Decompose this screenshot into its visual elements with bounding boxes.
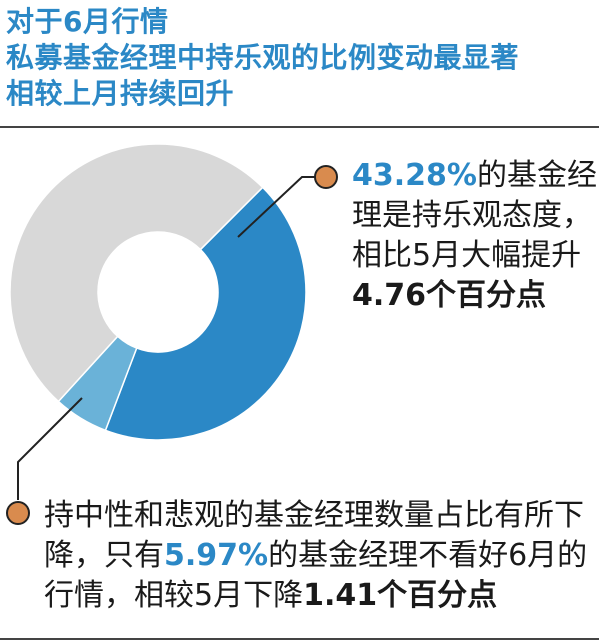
pessimistic-text-2: 的基金经理不看好6月的行情，相较5月下降 [44,538,588,613]
callout-pessimistic: 持中性和悲观的基金经理数量占比有所下降，只有5.97%的基金经理不看好6月的行情… [44,496,594,616]
marker-pessimistic [6,501,30,525]
bottom-divider [0,638,599,640]
callout-optimistic: 43.28%的基金经理是持乐观态度，相比5月大幅提升 4.76个百分点 [352,156,597,316]
pessimistic-value: 5.97% [164,538,269,573]
title-line-2: 私募基金经理中持乐观的比例变动最显著 [6,41,520,74]
pessimistic-change: 1.41个百分点 [303,578,498,613]
leader-lines [6,165,338,525]
title-line-3: 相较上月持续回升 [6,77,235,110]
donut-slices [9,143,307,441]
chart-title: 对于6月行情 私募基金经理中持乐观的比例变动最显著 相较上月持续回升 [6,4,596,112]
optimistic-change: 4.76个百分点 [352,278,547,313]
pessimistic-text-1: 持中性和悲观的基金经理数量占比有所下降，只有 [44,498,584,573]
optimistic-text: 的基金经理是持乐观态度，相比5月大幅提升 [352,158,597,273]
top-divider [0,126,599,128]
slice-optimistic [104,186,307,441]
donut-chart [6,143,338,525]
leader-line-pessimistic [17,397,83,500]
marker-optimistic [314,165,338,189]
slice-neutral [9,143,264,403]
optimistic-value: 43.28% [352,158,477,193]
title-line-1: 对于6月行情 [6,5,169,38]
